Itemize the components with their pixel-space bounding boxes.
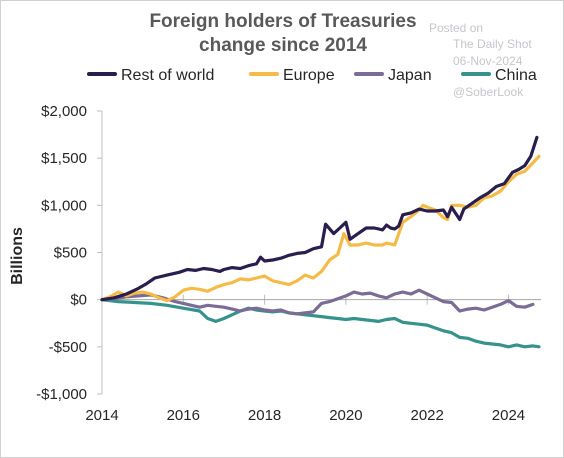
series-line-europe	[100, 154, 541, 303]
y-axis-ticks: $2,000 $1,500 $1,000 $500 $0 -$500 -$1,000	[36, 103, 102, 403]
y-tick-label: -$1,000	[36, 386, 87, 403]
watermark-handle: @SoberLook	[453, 85, 524, 99]
x-tick-label: 2022	[410, 407, 443, 424]
x-tick-label: 2018	[248, 407, 281, 424]
legend-label-europe: Europe	[283, 67, 335, 84]
legend: Rest of world Europe Japan China	[87, 67, 537, 84]
series-line-japan	[100, 288, 535, 316]
watermark-date: 06-Nov-2024	[453, 54, 523, 68]
legend-label-rest-of-world: Rest of world	[121, 67, 214, 84]
series-line-china	[100, 298, 541, 349]
x-tick-label: 2014	[85, 407, 118, 424]
x-tick-label: 2016	[167, 407, 200, 424]
series-group	[100, 135, 541, 349]
y-tick-label: -$500	[49, 339, 87, 356]
legend-label-japan: Japan	[388, 67, 432, 84]
y-tick-label: $1,500	[41, 150, 87, 167]
series-line-rest-of-world	[100, 135, 539, 302]
watermark: Posted on The Daily Shot 06-Nov-2024 @So…	[429, 21, 532, 99]
x-tick-label: 2024	[492, 407, 525, 424]
chart-title-line-1: Foreign holders of Treasuries	[149, 11, 416, 32]
y-tick-label: $1,000	[41, 197, 87, 214]
y-tick-label: $0	[70, 292, 87, 309]
legend-label-china: China	[495, 67, 537, 84]
x-tick-label: 2020	[329, 407, 362, 424]
watermark-posted-on: Posted on	[429, 21, 483, 35]
y-tick-label: $2,000	[41, 103, 87, 120]
y-tick-label: $500	[54, 245, 87, 262]
watermark-source: The Daily Shot	[453, 37, 532, 51]
chart-title-line-2: change since 2014	[199, 35, 367, 56]
y-axis-label: Billions	[9, 227, 26, 285]
x-axis-ticks: 2014 2016 2018 2020 2022 2024	[85, 294, 525, 424]
